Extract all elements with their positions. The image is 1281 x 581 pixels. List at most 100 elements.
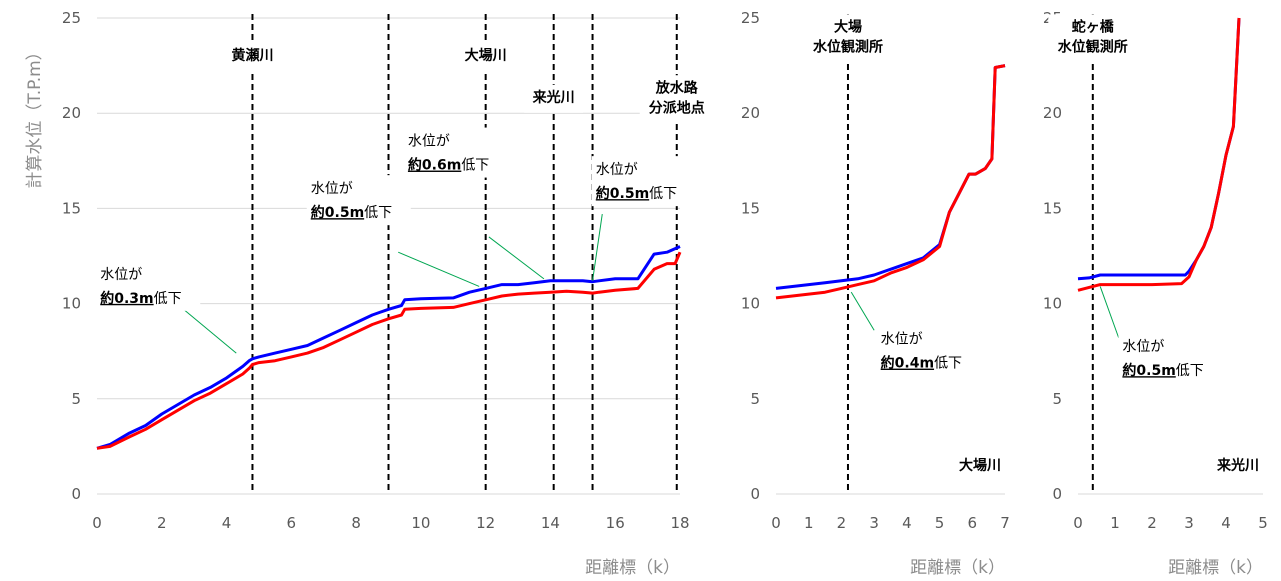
main-chart-panel: 0 5 10 15 20 25 0 2 4 6 8 10 12 14 16 18 距離標（k） 計算水位（T.P.… (25, 9, 714, 578)
annotation-bg (96, 260, 201, 311)
x-tick-label: 6 (287, 514, 297, 532)
annotation-rest: 低下 (154, 291, 182, 307)
annotation-leader-line (180, 307, 237, 354)
annotation-bg (403, 127, 508, 178)
x-tick-label: 6 (968, 514, 978, 532)
x-tick-label: 5 (1258, 514, 1268, 532)
raiko-river-chart-panel: 0510152025012345距離標（k）蛇ヶ橋水位観測所水位が約0.5m低下… (1043, 9, 1268, 578)
x-tick-label: 0 (92, 514, 102, 532)
annotation-amount: 約0.3m (100, 290, 153, 307)
marker-label-bg (456, 42, 516, 71)
marker-label: 蛇ヶ橋 (1072, 18, 1115, 35)
river-name-label: 大場川 (959, 457, 1001, 474)
marker-label: 来光川 (532, 89, 575, 106)
x-axis-label: 距離標（k） (1168, 558, 1263, 578)
x-tick-label: 4 (902, 514, 912, 532)
x-tick-label: 7 (1000, 514, 1010, 532)
marker-label: 大場 (834, 18, 862, 35)
annotation-leader-line (488, 236, 545, 280)
annotation-rest: 低下 (461, 158, 489, 174)
annotation-amount: 約0.4m (881, 355, 934, 372)
annotation-leader-line (592, 214, 603, 281)
annotation-line1: 水位が (311, 181, 353, 197)
y-tick-label: 15 (62, 199, 81, 217)
marker-label-bg (524, 84, 584, 113)
annotation-line2: 約0.6m低下 (408, 157, 489, 174)
y-tick-label: 0 (750, 485, 760, 503)
x-tick-label: 2 (157, 514, 167, 532)
x-tick-label: 5 (935, 514, 945, 532)
annotation-amount: 約0.5m (596, 185, 649, 202)
marker-label: 大場川 (465, 47, 507, 64)
annotation-rest: 低下 (934, 356, 962, 372)
annotation-bg (1118, 333, 1223, 384)
x-tick-label: 8 (351, 514, 361, 532)
annotation-amount: 約0.5m (311, 204, 364, 221)
marker-label: 黄瀬川 (231, 47, 273, 64)
y-tick-label: 5 (71, 390, 81, 408)
annotation-line1: 水位が (881, 332, 923, 348)
x-tick-label: 3 (1184, 514, 1194, 532)
annotation-line1: 水位が (408, 134, 450, 150)
x-tick-label: 18 (670, 514, 689, 532)
annotation-leader-line (850, 291, 875, 331)
annotation-leader-line (1099, 286, 1120, 339)
x-tick-label: 3 (869, 514, 879, 532)
river-name-label: 来光川 (1216, 457, 1259, 474)
x-tick-label: 4 (222, 514, 232, 532)
x-axis-label: 距離標（k） (910, 558, 1005, 578)
marker-label-bg (639, 75, 714, 124)
series-line-red (96, 251, 682, 450)
annotation-leader-line (398, 251, 480, 287)
x-tick-label: 10 (411, 514, 430, 532)
annotation-line2: 約0.5m低下 (596, 185, 677, 202)
annotation-line1: 水位が (100, 267, 142, 283)
y-tick-label: 10 (1043, 295, 1062, 313)
x-tick-label: 14 (541, 514, 560, 532)
y-tick-label: 20 (1043, 104, 1062, 122)
x-tick-label: 1 (804, 514, 814, 532)
marker-label-bg (1048, 14, 1138, 63)
x-tick-label: 2 (837, 514, 847, 532)
x-tick-label: 12 (476, 514, 495, 532)
marker-label: 水位観測所 (813, 38, 883, 55)
y-tick-label: 20 (62, 104, 81, 122)
marker-label-bg (803, 14, 893, 63)
annotation-rest: 低下 (364, 205, 392, 221)
y-tick-label: 25 (741, 9, 760, 27)
y-axis-label: 計算水位（T.P.m） (25, 43, 45, 188)
marker-label-bg (222, 42, 282, 71)
annotation-line2: 約0.5m低下 (311, 204, 392, 221)
x-tick-label: 0 (771, 514, 781, 532)
annotation-line2: 約0.3m低下 (100, 290, 181, 307)
y-tick-label: 20 (741, 104, 760, 122)
y-tick-label: 15 (741, 199, 760, 217)
x-tick-label: 4 (1221, 514, 1231, 532)
y-tick-label: 0 (1052, 485, 1062, 503)
oba-river-chart-panel: 0 5 10 15 20 25 0 1 2 3 4 5 6 7 距離標（k） 大場水位観測所水位が約0.4m低… (741, 9, 1010, 578)
x-axis-label: 距離標（k） (585, 558, 680, 578)
marker-label: 放水路 (655, 79, 699, 96)
y-tick-label: 5 (1052, 390, 1062, 408)
marker-label: 分派地点 (649, 99, 705, 116)
y-tick-label: 5 (750, 390, 760, 408)
annotation-amount: 約0.6m (408, 157, 461, 174)
annotation-line2: 約0.4m低下 (881, 355, 962, 372)
annotation-rest: 低下 (649, 186, 677, 202)
annotation-bg (306, 175, 411, 226)
series-line-red (775, 64, 1006, 300)
annotation-line1: 水位が (596, 162, 638, 178)
y-tick-label: 0 (71, 485, 81, 503)
annotation-bg (876, 325, 981, 376)
series-line-blue (775, 64, 1006, 290)
x-tick-label: 0 (1073, 514, 1083, 532)
x-tick-label: 2 (1147, 514, 1157, 532)
marker-label: 水位観測所 (1058, 38, 1128, 55)
annotation-amount: 約0.5m (1122, 362, 1175, 379)
y-tick-label: 10 (741, 295, 760, 313)
series-line-red (1077, 17, 1241, 292)
y-tick-label: 10 (62, 295, 81, 313)
y-tick-label: 15 (1043, 199, 1062, 217)
x-tick-label: 1 (1110, 514, 1120, 532)
